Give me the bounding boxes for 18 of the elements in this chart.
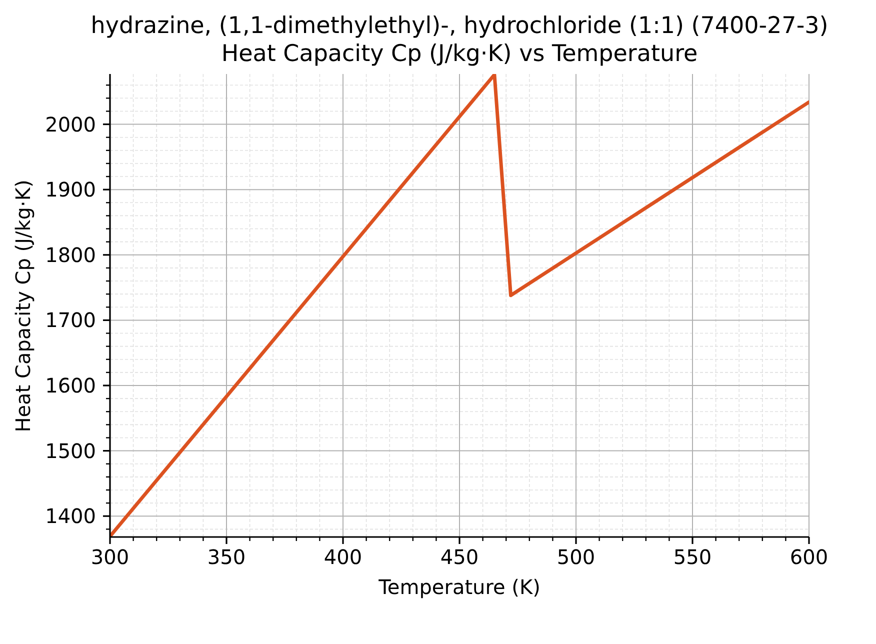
x-tick-label: 400 — [324, 545, 362, 570]
y-tick-label: 1800 — [45, 242, 96, 267]
x-tick-label: 500 — [556, 545, 596, 570]
y-tick-label: 1600 — [45, 373, 96, 398]
chart-subtitle: Heat Capacity Cp (J/kg·K) vs Temperature — [221, 40, 698, 68]
y-tick-label: 1400 — [45, 504, 96, 528]
x-tick-label: 550 — [673, 545, 712, 570]
x-tick-label: 450 — [440, 545, 479, 570]
y-tick-label: 1700 — [45, 308, 96, 332]
y-tick-label: 2000 — [45, 112, 96, 136]
x-tick-label: 350 — [207, 545, 246, 570]
y-tick-label: 1900 — [45, 178, 96, 202]
y-axis-title: Heat Capacity Cp (J/kg·K) — [11, 179, 35, 432]
x-axis-title: Temperature (K) — [378, 575, 540, 599]
y-tick-label: 1500 — [45, 438, 96, 463]
x-tick-label: 600 — [790, 545, 828, 570]
x-tick-label: 300 — [90, 545, 130, 570]
chart-title: hydrazine, (1,1-dimethylethyl)-, hydrochloride (1:1) (7400-27-3) — [90, 12, 828, 40]
